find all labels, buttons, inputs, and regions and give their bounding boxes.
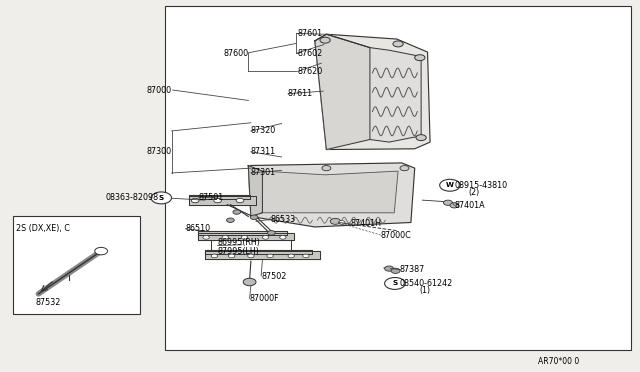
Circle shape	[243, 278, 256, 286]
Circle shape	[268, 231, 275, 235]
Circle shape	[450, 203, 459, 208]
Text: 87300: 87300	[147, 147, 172, 156]
Polygon shape	[370, 48, 421, 142]
Circle shape	[222, 235, 228, 239]
Circle shape	[280, 235, 286, 239]
Circle shape	[151, 192, 172, 204]
Text: 87601: 87601	[298, 29, 323, 38]
Circle shape	[385, 266, 394, 271]
Text: S: S	[392, 280, 397, 286]
Polygon shape	[315, 34, 430, 150]
Circle shape	[416, 135, 426, 141]
Text: (2): (2)	[468, 188, 480, 197]
Text: AR70*00 0: AR70*00 0	[538, 357, 579, 366]
Circle shape	[233, 210, 241, 214]
Circle shape	[248, 254, 254, 258]
Circle shape	[227, 218, 234, 222]
Circle shape	[415, 55, 425, 61]
Circle shape	[303, 254, 309, 258]
Text: 87501: 87501	[198, 193, 223, 202]
Text: 87620: 87620	[298, 67, 323, 76]
Text: 87502: 87502	[261, 272, 287, 280]
Polygon shape	[248, 163, 415, 227]
Text: 86510: 86510	[186, 224, 211, 233]
Circle shape	[330, 218, 340, 224]
Text: 87311: 87311	[251, 147, 276, 156]
Polygon shape	[198, 232, 294, 240]
Text: 87401H: 87401H	[351, 219, 381, 228]
Polygon shape	[205, 250, 312, 254]
Polygon shape	[198, 231, 287, 235]
Circle shape	[440, 179, 460, 191]
Text: 87000F: 87000F	[250, 294, 279, 303]
Text: 87387: 87387	[400, 265, 425, 274]
Circle shape	[214, 198, 221, 203]
Text: 87600: 87600	[223, 49, 248, 58]
Text: 87611: 87611	[288, 89, 313, 98]
Bar	[165, 6, 631, 350]
Circle shape	[250, 215, 258, 219]
Polygon shape	[189, 196, 256, 205]
Text: 08540-61242: 08540-61242	[400, 279, 453, 288]
Circle shape	[322, 166, 331, 171]
Text: 87995(LH): 87995(LH)	[218, 247, 259, 256]
Circle shape	[288, 254, 294, 258]
Circle shape	[320, 37, 330, 43]
Circle shape	[203, 235, 209, 239]
Circle shape	[339, 221, 345, 224]
Text: W: W	[446, 182, 454, 188]
Circle shape	[241, 235, 248, 239]
Circle shape	[211, 254, 218, 258]
Circle shape	[391, 268, 400, 273]
Polygon shape	[315, 34, 370, 150]
Polygon shape	[205, 251, 320, 259]
Text: 08915-43810: 08915-43810	[454, 181, 508, 190]
Circle shape	[385, 278, 405, 289]
Text: 08363-82098: 08363-82098	[106, 193, 159, 202]
Text: 86995(RH): 86995(RH)	[218, 238, 260, 247]
Polygon shape	[261, 171, 398, 213]
Bar	[13, 216, 140, 314]
Text: 87320: 87320	[251, 126, 276, 135]
Text: 86533: 86533	[270, 215, 295, 224]
Text: 87401A: 87401A	[454, 201, 485, 210]
Circle shape	[95, 247, 108, 255]
Circle shape	[236, 198, 244, 203]
Circle shape	[191, 198, 199, 203]
Text: 2S (DX,XE), C: 2S (DX,XE), C	[16, 224, 70, 233]
Circle shape	[393, 41, 403, 47]
Text: S: S	[159, 195, 164, 201]
Polygon shape	[248, 166, 262, 217]
Text: 87000: 87000	[147, 86, 172, 94]
Text: 87000C: 87000C	[381, 231, 412, 240]
Circle shape	[262, 235, 269, 239]
Polygon shape	[189, 195, 250, 199]
Text: 87301: 87301	[251, 169, 276, 177]
Circle shape	[267, 254, 273, 258]
Text: 87532: 87532	[35, 298, 61, 307]
Text: (1): (1)	[419, 286, 430, 295]
Circle shape	[444, 200, 452, 205]
Circle shape	[400, 166, 409, 171]
Text: 87602: 87602	[298, 49, 323, 58]
Circle shape	[228, 254, 235, 258]
